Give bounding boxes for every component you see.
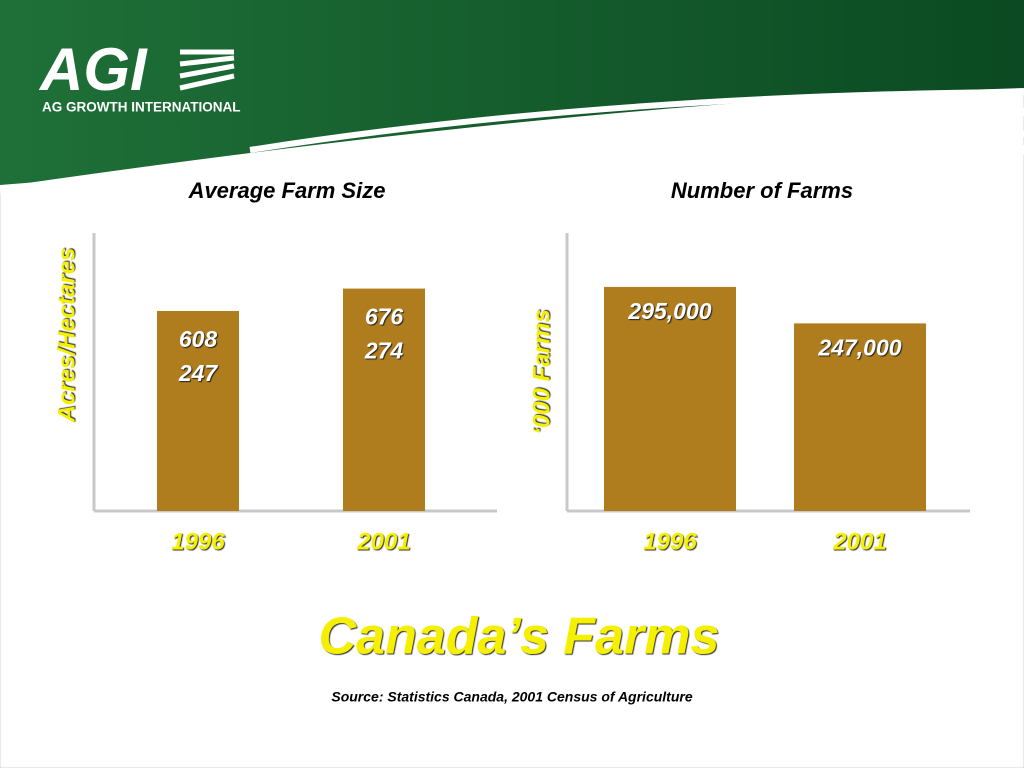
y-axis-label: Acres/Hectares bbox=[53, 248, 80, 424]
value-label: 274 bbox=[364, 338, 404, 364]
slide-title: Canada’s Farms bbox=[319, 608, 720, 666]
logo-wing bbox=[179, 49, 235, 91]
value-label: 676 bbox=[365, 304, 404, 330]
bar bbox=[343, 288, 425, 511]
source: Source: Statistics Canada, 2001 Census o… bbox=[331, 689, 692, 705]
header-band bbox=[0, 0, 1024, 187]
x-tick-label: 1996 bbox=[643, 528, 697, 555]
bar bbox=[794, 323, 926, 511]
value-label: 247,000 bbox=[817, 334, 901, 360]
y-axis-label: ‘000 Farms bbox=[528, 309, 555, 434]
company-name: AG GROWTH INTERNATIONAL bbox=[42, 100, 240, 115]
value-label: 608 bbox=[179, 326, 218, 352]
bar bbox=[157, 310, 239, 511]
value-label: 247 bbox=[178, 360, 219, 386]
x-tick-label: 1996 bbox=[171, 528, 225, 555]
x-tick-label: 2001 bbox=[832, 528, 886, 555]
chart-title: Average Farm Size bbox=[188, 178, 386, 203]
swooshes bbox=[0, 89, 1024, 195]
chart-title: Number of Farms bbox=[671, 178, 853, 203]
x-tick-label: 2001 bbox=[356, 528, 410, 555]
value-label: 295,000 bbox=[627, 298, 711, 324]
logo: AGI bbox=[38, 36, 148, 103]
bar bbox=[604, 286, 736, 511]
